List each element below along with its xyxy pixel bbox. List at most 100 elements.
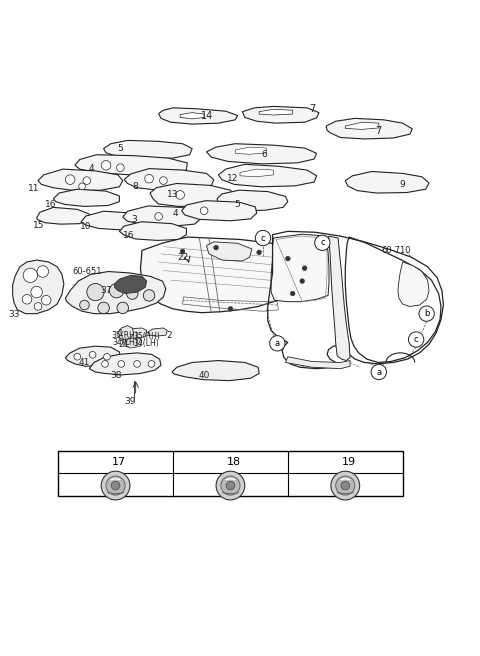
Circle shape bbox=[83, 455, 96, 468]
Text: 35(RH): 35(RH) bbox=[134, 332, 161, 341]
Circle shape bbox=[23, 268, 37, 283]
Text: 5: 5 bbox=[235, 200, 240, 209]
Circle shape bbox=[302, 266, 307, 270]
Circle shape bbox=[312, 455, 325, 468]
Text: a: a bbox=[275, 338, 280, 348]
Circle shape bbox=[41, 295, 51, 305]
Circle shape bbox=[286, 256, 290, 261]
Circle shape bbox=[106, 476, 125, 495]
Text: 21: 21 bbox=[119, 340, 130, 349]
Circle shape bbox=[180, 249, 185, 254]
Polygon shape bbox=[123, 206, 201, 226]
Text: 11: 11 bbox=[28, 184, 40, 193]
Text: 8: 8 bbox=[133, 182, 139, 192]
Circle shape bbox=[408, 332, 424, 347]
Circle shape bbox=[331, 471, 360, 500]
Polygon shape bbox=[124, 169, 214, 190]
Polygon shape bbox=[172, 361, 259, 380]
Polygon shape bbox=[123, 328, 147, 338]
Circle shape bbox=[228, 306, 233, 311]
Text: 4: 4 bbox=[89, 163, 95, 173]
Polygon shape bbox=[259, 110, 293, 115]
Circle shape bbox=[104, 354, 110, 360]
Polygon shape bbox=[326, 118, 412, 139]
Circle shape bbox=[336, 476, 355, 495]
Text: 5: 5 bbox=[118, 144, 123, 154]
Circle shape bbox=[34, 302, 42, 310]
Polygon shape bbox=[115, 276, 147, 293]
Circle shape bbox=[290, 291, 295, 296]
Text: 16: 16 bbox=[45, 200, 57, 209]
Text: 22: 22 bbox=[177, 253, 188, 262]
Circle shape bbox=[65, 175, 75, 184]
Polygon shape bbox=[148, 328, 167, 336]
Text: 60-651: 60-651 bbox=[72, 267, 102, 276]
Circle shape bbox=[341, 482, 349, 490]
Text: b: b bbox=[424, 309, 429, 318]
Circle shape bbox=[221, 476, 240, 495]
Polygon shape bbox=[141, 237, 323, 313]
Polygon shape bbox=[286, 357, 350, 369]
Text: 35(RH): 35(RH) bbox=[112, 331, 139, 340]
Circle shape bbox=[74, 354, 81, 360]
Text: 3: 3 bbox=[131, 215, 137, 224]
Circle shape bbox=[200, 207, 208, 215]
Circle shape bbox=[102, 361, 108, 367]
Polygon shape bbox=[158, 108, 238, 124]
Polygon shape bbox=[240, 169, 274, 176]
Text: 9: 9 bbox=[399, 180, 405, 189]
Text: 34(LH): 34(LH) bbox=[112, 338, 138, 347]
Circle shape bbox=[270, 336, 285, 351]
Circle shape bbox=[155, 213, 162, 220]
Polygon shape bbox=[206, 144, 317, 164]
Text: c: c bbox=[320, 238, 324, 247]
Circle shape bbox=[79, 183, 85, 190]
Polygon shape bbox=[65, 272, 166, 314]
Circle shape bbox=[101, 471, 130, 500]
Circle shape bbox=[111, 482, 120, 490]
Text: 13: 13 bbox=[167, 190, 179, 199]
Text: c: c bbox=[414, 335, 419, 344]
Text: 7: 7 bbox=[376, 126, 382, 136]
Text: 16: 16 bbox=[123, 231, 135, 239]
Text: 2: 2 bbox=[167, 331, 172, 340]
Circle shape bbox=[118, 361, 125, 367]
Circle shape bbox=[300, 279, 305, 283]
Circle shape bbox=[214, 245, 218, 250]
Circle shape bbox=[127, 288, 138, 299]
Circle shape bbox=[226, 482, 235, 490]
Text: a: a bbox=[86, 457, 92, 466]
Text: 38: 38 bbox=[111, 371, 122, 380]
Polygon shape bbox=[398, 262, 429, 306]
Text: c: c bbox=[261, 234, 265, 243]
Polygon shape bbox=[150, 184, 234, 207]
Polygon shape bbox=[36, 207, 89, 224]
Circle shape bbox=[87, 283, 104, 300]
Bar bbox=[58, 451, 403, 497]
Polygon shape bbox=[65, 346, 120, 366]
Circle shape bbox=[31, 287, 42, 298]
Text: 18: 18 bbox=[227, 457, 241, 467]
Polygon shape bbox=[206, 242, 252, 261]
Polygon shape bbox=[180, 113, 204, 119]
Polygon shape bbox=[218, 164, 317, 187]
Text: 17: 17 bbox=[112, 457, 126, 467]
Text: 39: 39 bbox=[124, 397, 136, 405]
Polygon shape bbox=[12, 260, 64, 314]
Text: 1: 1 bbox=[119, 329, 124, 338]
Polygon shape bbox=[328, 236, 350, 361]
Text: 15: 15 bbox=[33, 221, 45, 230]
Circle shape bbox=[80, 300, 89, 310]
Circle shape bbox=[197, 455, 211, 468]
Polygon shape bbox=[75, 155, 187, 175]
Circle shape bbox=[255, 230, 271, 246]
Polygon shape bbox=[38, 169, 123, 191]
Circle shape bbox=[257, 250, 262, 255]
Circle shape bbox=[419, 306, 434, 321]
Text: b: b bbox=[201, 457, 207, 466]
Text: 12: 12 bbox=[227, 174, 239, 183]
Circle shape bbox=[159, 176, 167, 184]
Circle shape bbox=[216, 471, 245, 500]
Text: 10: 10 bbox=[80, 222, 92, 231]
Text: 60-710: 60-710 bbox=[381, 246, 411, 255]
